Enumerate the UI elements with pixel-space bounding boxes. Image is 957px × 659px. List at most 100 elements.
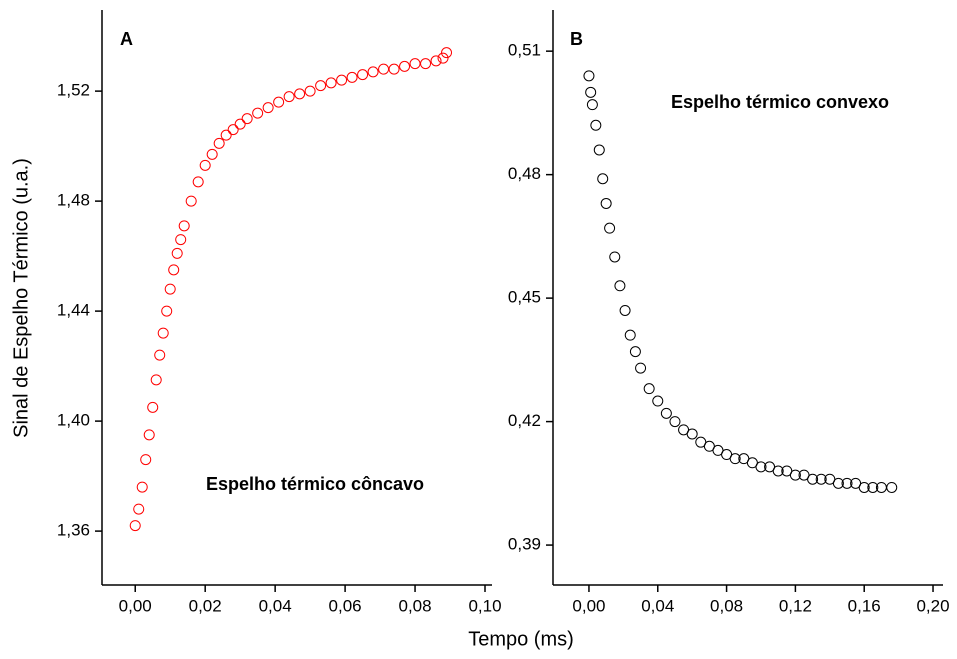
y-tick-label: 0,39 (508, 535, 541, 554)
point (129, 520, 141, 532)
point (815, 473, 827, 485)
point (729, 453, 741, 465)
y-axis-label: Sinal de Espelho Térmico (u.a.) (10, 158, 32, 438)
point (147, 401, 159, 413)
point (609, 251, 621, 263)
point (388, 63, 400, 75)
point (304, 85, 316, 97)
point (143, 429, 155, 441)
point (619, 304, 631, 316)
point (227, 124, 239, 136)
point (140, 454, 152, 466)
y-tick-label: 0,51 (508, 41, 541, 60)
point (583, 70, 595, 82)
point (262, 102, 274, 114)
point (420, 58, 432, 70)
point (283, 91, 295, 103)
point (886, 481, 898, 493)
point (635, 362, 647, 374)
point (241, 113, 253, 125)
point (150, 374, 162, 386)
x-tick-label: 0,08 (710, 596, 743, 615)
x-tick-label: 0,02 (189, 596, 222, 615)
point (192, 176, 204, 188)
point (430, 55, 442, 67)
y-tick-label: 1,44 (57, 301, 90, 320)
point (185, 195, 197, 207)
point (178, 220, 190, 232)
point (437, 52, 449, 64)
point (199, 159, 211, 171)
point (164, 283, 176, 295)
point (585, 86, 597, 98)
x-tick-label: 0,00 (119, 596, 152, 615)
x-tick-label: 0,04 (259, 596, 292, 615)
point (315, 80, 327, 92)
x-axis-label: Tempo (ms) (468, 628, 574, 650)
point (154, 349, 166, 361)
y-tick-label: 1,40 (57, 411, 90, 430)
point (409, 58, 421, 70)
point (593, 144, 605, 156)
y-tick-label: 0,45 (508, 288, 541, 307)
point (213, 137, 225, 149)
point (294, 88, 306, 100)
point (600, 197, 612, 209)
x-tick-label: 0,00 (572, 596, 605, 615)
point (660, 407, 672, 419)
x-tick-label: 0,04 (641, 596, 674, 615)
point (357, 69, 369, 81)
point (234, 118, 246, 130)
point (755, 461, 767, 473)
point (789, 469, 801, 481)
x-tick-label: 0,12 (779, 596, 812, 615)
point (597, 173, 609, 185)
point (669, 416, 681, 428)
x-tick-label: 0,08 (399, 596, 432, 615)
point (252, 107, 264, 119)
point (378, 63, 390, 75)
point (614, 280, 626, 292)
x-tick-label: 0,16 (848, 596, 881, 615)
point (346, 71, 358, 83)
point (175, 234, 187, 246)
point (858, 481, 870, 493)
point (867, 481, 879, 493)
point (220, 129, 232, 141)
point (832, 477, 844, 489)
point (168, 264, 180, 276)
point (273, 96, 285, 108)
annotation: Espelho térmico côncavo (206, 474, 424, 494)
y-tick-label: 1,36 (57, 521, 90, 540)
annotation: Espelho térmico convexo (671, 92, 889, 112)
y-tick-label: 1,48 (57, 191, 90, 210)
point (336, 74, 348, 86)
y-tick-label: 1,52 (57, 81, 90, 100)
point (807, 473, 819, 485)
point (441, 47, 453, 59)
point (367, 66, 379, 78)
point (624, 329, 636, 341)
x-tick-label: 0,20 (916, 596, 949, 615)
point (686, 428, 698, 440)
point (590, 119, 602, 131)
point (157, 327, 169, 339)
point (325, 77, 337, 89)
point (136, 481, 148, 493)
annotation: B (570, 29, 583, 49)
x-tick-label: 0,06 (329, 596, 362, 615)
point (399, 60, 411, 72)
y-tick-label: 0,42 (508, 411, 541, 430)
point (841, 477, 853, 489)
x-tick-label: 0,10 (468, 596, 501, 615)
annotation: A (120, 29, 133, 49)
point (652, 395, 664, 407)
point (133, 503, 145, 515)
point (643, 383, 655, 395)
point (206, 148, 218, 160)
point (161, 305, 173, 317)
y-tick-label: 0,48 (508, 164, 541, 183)
point (629, 346, 641, 358)
